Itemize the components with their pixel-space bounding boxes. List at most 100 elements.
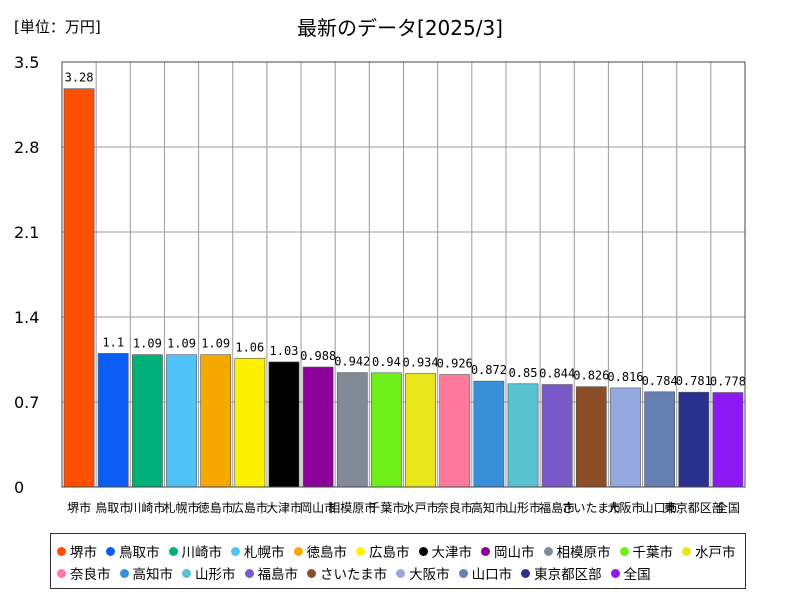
legend-label: 相模原市 bbox=[557, 541, 611, 561]
x-tick-label: 高知市 bbox=[471, 500, 507, 515]
y-tick-label: 0.7 bbox=[14, 393, 39, 412]
legend-item: 大津市 bbox=[419, 540, 473, 562]
x-tick-label: 川崎市 bbox=[129, 500, 165, 515]
legend-label: 東京都区部 bbox=[534, 563, 602, 583]
data-label: 0.926 bbox=[437, 357, 473, 371]
data-label: 0.872 bbox=[471, 363, 507, 377]
legend-label: 山形市 bbox=[195, 563, 236, 583]
legend-label: 山口市 bbox=[472, 563, 513, 583]
legend-item: 広島市 bbox=[356, 540, 410, 562]
bar-12 bbox=[440, 375, 470, 487]
chart-legend: 堺市 鳥取市 川崎市 札幌市 徳島市 広島市 大津市 岡山市 相模原市 千葉市 水戸市奈良市 高知市 山… bbox=[50, 533, 746, 589]
legend-label: 川崎市 bbox=[182, 541, 223, 561]
legend-label: 千葉市 bbox=[633, 541, 674, 561]
y-tick-label: 2.1 bbox=[14, 223, 39, 242]
bar-18 bbox=[645, 392, 675, 487]
data-label: 0.942 bbox=[334, 355, 370, 369]
x-tick-label: 大阪市 bbox=[607, 500, 643, 515]
legend-label: 岡山市 bbox=[494, 541, 535, 561]
bar-4 bbox=[166, 355, 196, 487]
x-tick-label: 鳥取市 bbox=[95, 500, 131, 515]
legend-marker-icon bbox=[307, 569, 316, 578]
data-label: 0.934 bbox=[403, 356, 439, 370]
bar-19 bbox=[679, 392, 709, 487]
legend-marker-icon bbox=[294, 547, 303, 556]
legend-label: 高知市 bbox=[133, 563, 174, 583]
legend-marker-icon bbox=[169, 547, 178, 556]
x-tick-label: 千葉市 bbox=[368, 500, 404, 515]
legend-item: 東京都区部 bbox=[521, 562, 602, 584]
x-tick-label: 大津市 bbox=[266, 500, 302, 515]
y-tick-label: 0 bbox=[14, 478, 24, 497]
x-tick-label: 堺市 bbox=[67, 500, 91, 515]
data-label: 1.06 bbox=[235, 340, 264, 354]
legend-item: 奈良市 bbox=[57, 562, 111, 584]
legend-label: 徳島市 bbox=[307, 541, 348, 561]
legend-item: 全国 bbox=[611, 562, 651, 584]
bar-14 bbox=[508, 384, 538, 487]
x-tick-label: 全国 bbox=[716, 500, 740, 515]
data-label: 0.844 bbox=[539, 367, 575, 381]
bar-7 bbox=[269, 362, 299, 487]
y-tick-label: 3.5 bbox=[14, 53, 39, 72]
data-label: 3.28 bbox=[65, 71, 94, 85]
legend-marker-icon bbox=[57, 569, 66, 578]
bar-17 bbox=[610, 388, 640, 487]
legend-label: 堺市 bbox=[70, 541, 97, 561]
legend-label: 全国 bbox=[624, 563, 651, 583]
bar-13 bbox=[474, 381, 504, 487]
legend-marker-icon bbox=[182, 569, 191, 578]
y-tick-label: 2.8 bbox=[14, 138, 39, 157]
bar-1 bbox=[64, 89, 94, 487]
bar-20 bbox=[713, 393, 743, 487]
legend-item: 川崎市 bbox=[169, 540, 223, 562]
legend-item: 徳島市 bbox=[294, 540, 348, 562]
bar-8 bbox=[303, 367, 333, 487]
data-label: 1.03 bbox=[270, 344, 299, 358]
legend-item: 札幌市 bbox=[231, 540, 285, 562]
x-tick-label: 東京都区部 bbox=[664, 500, 724, 515]
legend-marker-icon bbox=[521, 569, 530, 578]
bar-11 bbox=[406, 374, 436, 487]
data-label: 0.94 bbox=[372, 355, 401, 369]
legend-item: 相模原市 bbox=[544, 540, 611, 562]
legend-item: 堺市 bbox=[57, 540, 97, 562]
legend-item: 岡山市 bbox=[481, 540, 535, 562]
x-tick-label: 水戸市 bbox=[403, 500, 439, 515]
legend-marker-icon bbox=[481, 547, 490, 556]
legend-marker-icon bbox=[57, 547, 66, 556]
legend-item: 大阪市 bbox=[396, 562, 450, 584]
data-label: 0.816 bbox=[607, 370, 643, 384]
legend-marker-icon bbox=[231, 547, 240, 556]
legend-item: 千葉市 bbox=[620, 540, 674, 562]
data-label: 1.1 bbox=[102, 335, 124, 349]
bar-15 bbox=[542, 385, 572, 487]
legend-marker-icon bbox=[682, 547, 691, 556]
legend-label: 大阪市 bbox=[409, 563, 450, 583]
legend-marker-icon bbox=[419, 547, 428, 556]
data-label: 0.784 bbox=[642, 374, 678, 388]
bar-9 bbox=[337, 373, 367, 487]
legend-label: 札幌市 bbox=[244, 541, 285, 561]
legend-marker-icon bbox=[356, 547, 365, 556]
data-label: 1.09 bbox=[133, 337, 162, 351]
data-label: 0.85 bbox=[509, 366, 538, 380]
bar-2 bbox=[98, 353, 128, 487]
legend-marker-icon bbox=[620, 547, 629, 556]
legend-item: 山形市 bbox=[182, 562, 236, 584]
bar-5 bbox=[201, 355, 231, 487]
legend-marker-icon bbox=[396, 569, 405, 578]
legend-item: 鳥取市 bbox=[106, 540, 160, 562]
bar-3 bbox=[132, 355, 162, 487]
data-label: 0.826 bbox=[573, 369, 609, 383]
data-label: 0.988 bbox=[300, 349, 336, 363]
legend-label: 大津市 bbox=[432, 541, 473, 561]
legend-marker-icon bbox=[106, 547, 115, 556]
legend-label: 福島市 bbox=[258, 563, 299, 583]
legend-item: 高知市 bbox=[120, 562, 174, 584]
legend-item: 水戸市 bbox=[682, 540, 736, 562]
legend-label: 広島市 bbox=[369, 541, 410, 561]
legend-marker-icon bbox=[245, 569, 254, 578]
bar-6 bbox=[235, 358, 265, 487]
legend-label: さいたま市 bbox=[320, 563, 387, 583]
